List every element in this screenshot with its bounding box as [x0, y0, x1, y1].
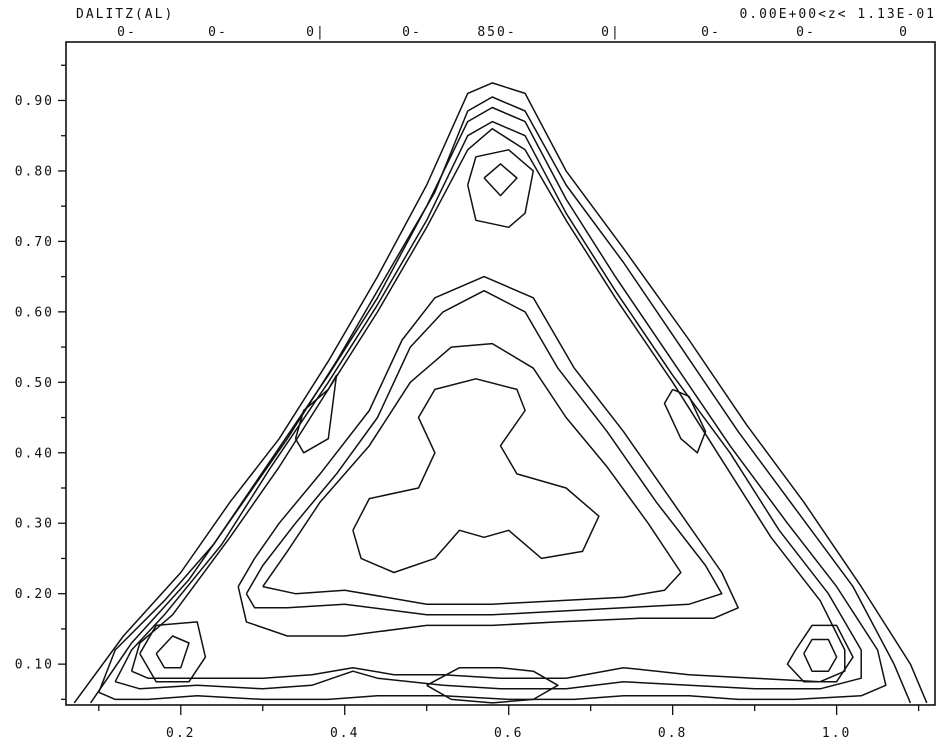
chart-title: DALITZ(AL): [76, 7, 174, 22]
contour-line: [114, 120, 862, 690]
y-tick-label: 0.60: [15, 305, 54, 320]
contour-line: [294, 374, 338, 454]
contour-line: [155, 635, 190, 669]
contour-line: [483, 163, 518, 197]
top-label: 0|: [306, 25, 326, 40]
contour-line: [73, 82, 928, 704]
y-tick-label: 0.90: [15, 94, 54, 109]
y-axis: 0.90 0.80 0.70 0.60 0.50 0.40 0.30 0.20 0.10: [15, 64, 66, 701]
contour-lines: [73, 82, 928, 704]
x-tick-label: 0.8: [658, 726, 687, 741]
contour-line: [786, 624, 854, 683]
contour-line: [130, 127, 846, 683]
top-label: 0-: [402, 25, 422, 40]
top-labels: 0- 0- 0| 0- 850- 0| 0- 0- 0: [117, 25, 909, 40]
contour-line: [803, 638, 838, 672]
x-tick-label: 0.4: [330, 726, 359, 741]
top-label: 0-: [117, 25, 137, 40]
y-tick-label: 0.30: [15, 517, 54, 532]
top-label: 0|: [601, 25, 621, 40]
y-tick-label: 0.50: [15, 376, 54, 391]
contour-line: [352, 378, 600, 574]
contour-line: [466, 149, 535, 229]
contour-line: [245, 289, 723, 616]
top-label: 0-: [208, 25, 228, 40]
contour-line: [98, 106, 887, 701]
y-tick-label: 0.70: [15, 235, 54, 250]
z-range-label: 0.00E+00<z< 1.13E-01: [739, 7, 936, 22]
top-label: 0-: [701, 25, 721, 40]
contour-line: [663, 388, 707, 454]
x-tick-label: 0.2: [166, 726, 195, 741]
plot-frame: [65, 41, 936, 706]
x-tick-label: 1.0: [822, 726, 851, 741]
top-label: 0: [899, 25, 909, 40]
contour-line: [139, 621, 207, 683]
contour-line: [237, 275, 739, 637]
top-label: 850-: [477, 25, 516, 40]
x-axis: 0.2 0.4 0.6 0.8 1.0: [98, 705, 920, 741]
contour-line: [426, 666, 559, 704]
y-tick-label: 0.10: [15, 658, 54, 673]
top-label: 0-: [796, 25, 816, 40]
x-tick-label: 0.6: [494, 726, 523, 741]
contour-line: [262, 342, 682, 605]
y-tick-label: 0.80: [15, 164, 54, 179]
y-tick-label: 0.20: [15, 587, 54, 602]
y-tick-label: 0.40: [15, 446, 54, 461]
contour-line: [89, 96, 912, 704]
